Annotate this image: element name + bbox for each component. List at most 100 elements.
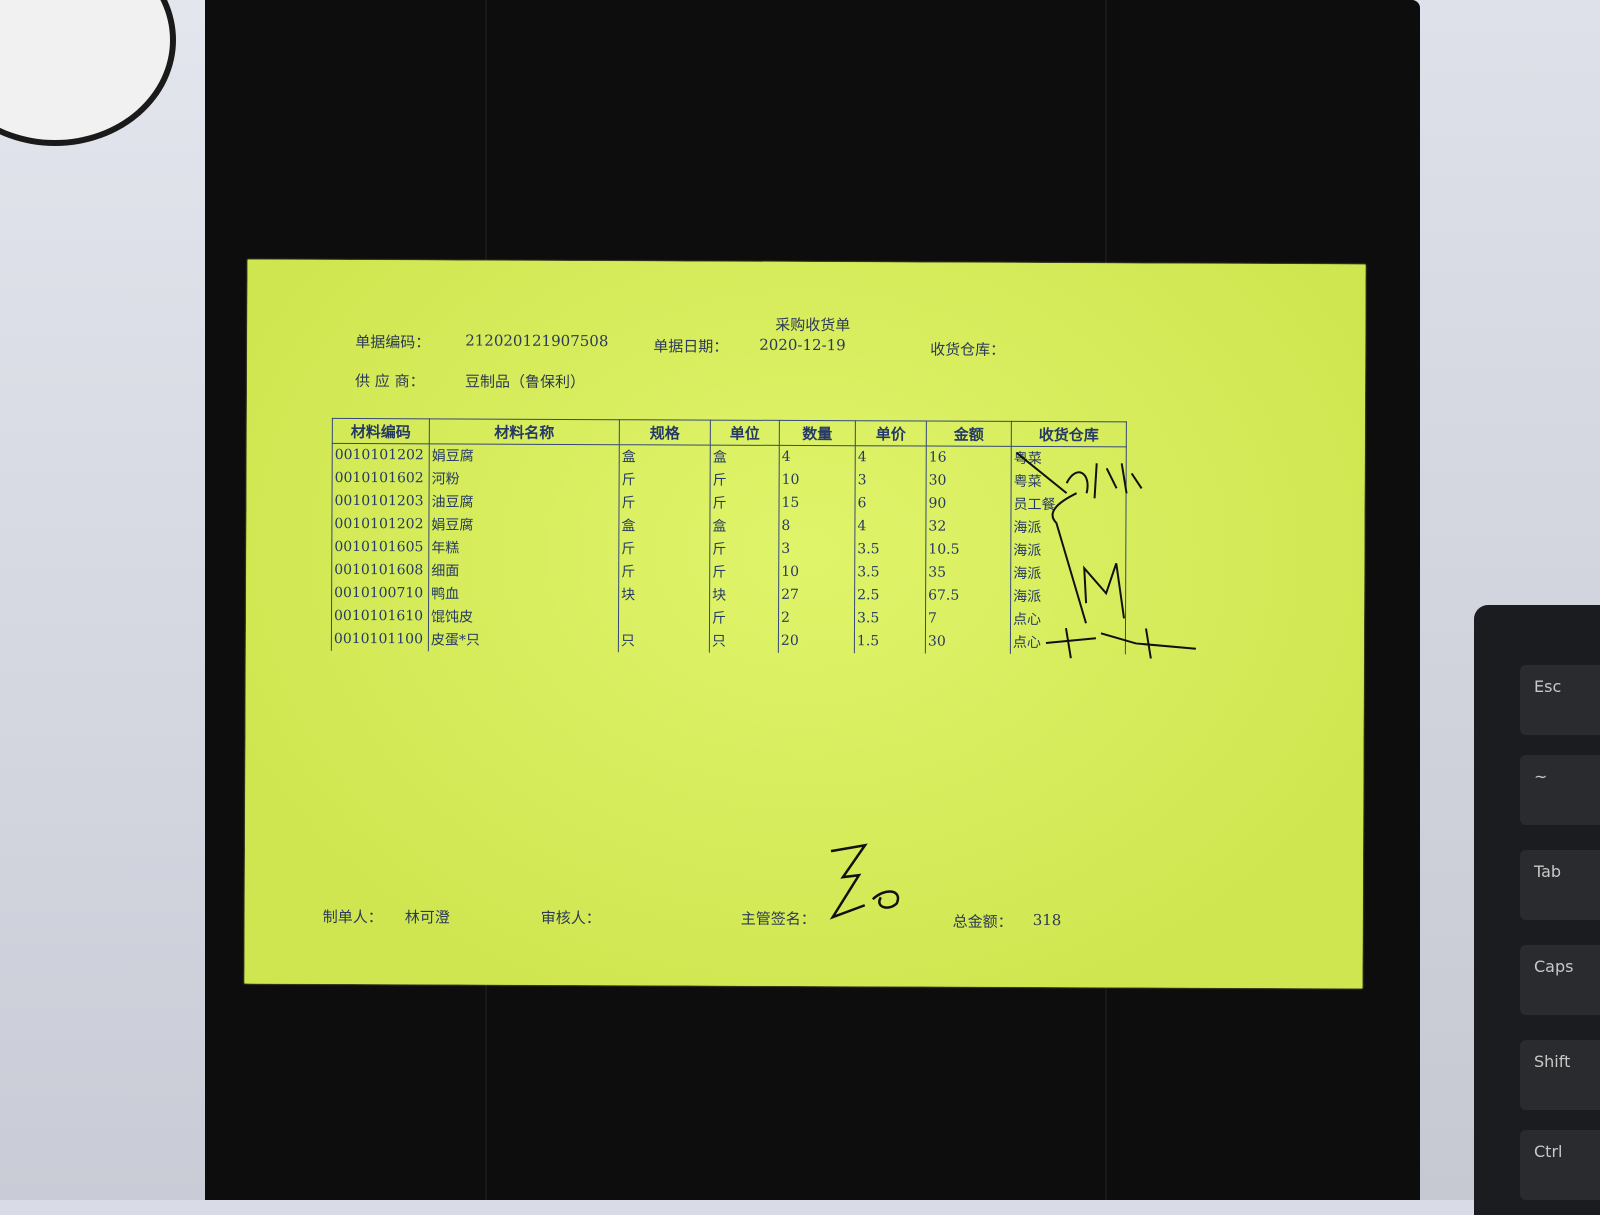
column-header: 材料名称 xyxy=(429,418,620,445)
table-row: 0010101602 河粉斤斤 10 3 30 粤菜 xyxy=(332,466,1127,493)
supervisor-signature xyxy=(829,843,900,920)
reviewer-label: 审核人： xyxy=(540,908,601,928)
supervisor-label: 主管签名： xyxy=(740,909,816,929)
table-cell: 盒 xyxy=(618,513,710,538)
table-cell: 0010100710 xyxy=(331,581,429,605)
column-header: 收货仓库 xyxy=(1011,421,1127,447)
table-cell: 海派 xyxy=(1010,584,1126,608)
column-header: 单位 xyxy=(710,420,780,446)
key-tilde: ~ xyxy=(1520,755,1600,825)
table-row: 0010101610 馄饨皮 斤 2 3.5 7 点心 xyxy=(331,604,1126,631)
key-esc: Esc xyxy=(1520,665,1600,735)
key-ctrl: Ctrl xyxy=(1520,1130,1600,1200)
table-cell: 15 xyxy=(778,491,856,515)
table-cell: 斤 xyxy=(619,467,711,492)
supplier-label: 供 应 商： xyxy=(355,372,425,391)
table-cell: 30 xyxy=(926,469,1012,493)
table-cell: 皮蛋*只 xyxy=(428,627,619,652)
table-cell: 16 xyxy=(926,446,1012,470)
maker: 林可澄 xyxy=(404,908,450,927)
table-cell: 斤 xyxy=(618,536,710,561)
total-label: 总金额： xyxy=(952,912,1013,931)
table-cell: 2 xyxy=(778,606,855,630)
table-row: 0010101608 细面斤斤 10 3.5 35 海派 xyxy=(331,558,1126,585)
table-cell: 90 xyxy=(925,492,1012,516)
table-cell: 河粉 xyxy=(429,466,620,491)
table-cell: 0010101610 xyxy=(331,604,429,628)
table-cell: 盒 xyxy=(709,514,779,538)
table-cell: 3.5 xyxy=(854,560,926,585)
table-cell: 海派 xyxy=(1010,538,1126,562)
supplier: 豆制品（鲁保利） xyxy=(465,372,586,392)
purchase-receipt-form: 采购收货单 单据编码： 212020121907508 单据日期： 2020-1… xyxy=(244,259,1366,989)
bill-no-label: 单据编码： xyxy=(355,333,431,352)
items-table: 材料编码 材料名称 规格 单位 数量 单价 金额 收货仓库 0010101202 娟豆腐盒盒 4 4… xyxy=(331,418,1127,654)
table-cell: 7 xyxy=(925,607,1011,631)
table-row: 0010101203 油豆腐斤斤 15 6 90 员工餐 xyxy=(331,489,1127,516)
column-header: 金额 xyxy=(926,421,1012,447)
table-cell: 3 xyxy=(778,537,855,561)
table-cell: 粤菜 xyxy=(1011,469,1127,493)
table-cell: 只 xyxy=(709,629,779,653)
table-cell: 3.5 xyxy=(854,606,926,631)
table-cell: 10 xyxy=(778,560,855,584)
table-cell: 10.5 xyxy=(925,538,1011,562)
table-cell: 3.5 xyxy=(854,537,926,562)
table-cell: 斤 xyxy=(618,559,710,584)
table-cell: 4 xyxy=(779,445,856,469)
table-cell: 斤 xyxy=(709,491,780,515)
table-cell: 斤 xyxy=(710,468,780,492)
table-row: 0010101605 年糕斤斤 3 3.5 10.5 海派 xyxy=(331,535,1126,562)
table-cell: 4 xyxy=(855,445,927,470)
table-cell: 细面 xyxy=(428,558,619,583)
table-cell: 只 xyxy=(618,628,710,653)
bill-no: 212020121907508 xyxy=(465,331,609,351)
table-cell: 6 xyxy=(854,491,927,516)
table-row: 0010101202 娟豆腐盒盒 4 4 16 粤菜 xyxy=(332,443,1127,470)
table-cell: 斤 xyxy=(709,606,779,630)
table-cell: 32 xyxy=(925,515,1011,539)
table-cell: 点心 xyxy=(1010,607,1126,631)
table-cell: 油豆腐 xyxy=(428,489,620,514)
table-cell: 盒 xyxy=(710,445,780,469)
table-cell: 海派 xyxy=(1010,515,1126,539)
table-cell: 0010101203 xyxy=(331,489,430,513)
table-cell: 0010101202 xyxy=(331,512,429,536)
table-cell: 2.5 xyxy=(854,583,926,608)
table-cell: 0010101605 xyxy=(331,535,429,559)
total-amount: 318 xyxy=(1032,910,1062,930)
table-cell: 海派 xyxy=(1010,561,1126,585)
column-header: 规格 xyxy=(619,419,711,446)
table-cell: 点心 xyxy=(1010,630,1126,654)
table-cell: 斤 xyxy=(709,560,779,584)
warehouse-label: 收货仓库： xyxy=(930,340,1006,359)
table-cell xyxy=(618,605,710,630)
table-row: 0010101202 娟豆腐盒盒 8 4 32 海派 xyxy=(331,512,1126,539)
table-cell: 8 xyxy=(778,514,855,538)
maker-label: 制单人： xyxy=(322,907,383,927)
table-cell: 27 xyxy=(778,583,855,607)
desk-surface-left xyxy=(0,0,205,1200)
column-header: 单价 xyxy=(855,420,927,447)
table-cell: 30 xyxy=(925,630,1011,654)
table-cell: 20 xyxy=(778,629,855,653)
keyboard: Esc ~ Tab Caps Shift Ctrl xyxy=(1474,605,1600,1215)
table-cell: 鸭血 xyxy=(428,581,619,606)
table-cell: 3 xyxy=(855,468,927,493)
column-header: 材料编码 xyxy=(332,418,430,444)
table-cell: 盒 xyxy=(619,444,711,469)
table-row: 0010100710 鸭血块块 27 2.5 67.5 海派 xyxy=(331,581,1126,608)
table-cell: 1.5 xyxy=(854,629,926,654)
form-title: 采购收货单 xyxy=(775,315,851,335)
table-cell: 娟豆腐 xyxy=(429,443,620,468)
table-cell: 娟豆腐 xyxy=(428,512,619,537)
bill-date: 2020-12-19 xyxy=(759,335,846,355)
table-cell: 4 xyxy=(854,514,926,539)
table-cell: 0010101202 xyxy=(332,443,430,467)
table-cell: 0010101608 xyxy=(331,558,429,582)
table-cell: 粤菜 xyxy=(1011,446,1127,470)
key-caps: Caps xyxy=(1520,945,1600,1015)
table-cell: 馄饨皮 xyxy=(428,604,619,629)
table-row: 0010101100 皮蛋*只只只 20 1.5 30 点心 xyxy=(331,627,1126,654)
key-shift: Shift xyxy=(1520,1040,1600,1110)
